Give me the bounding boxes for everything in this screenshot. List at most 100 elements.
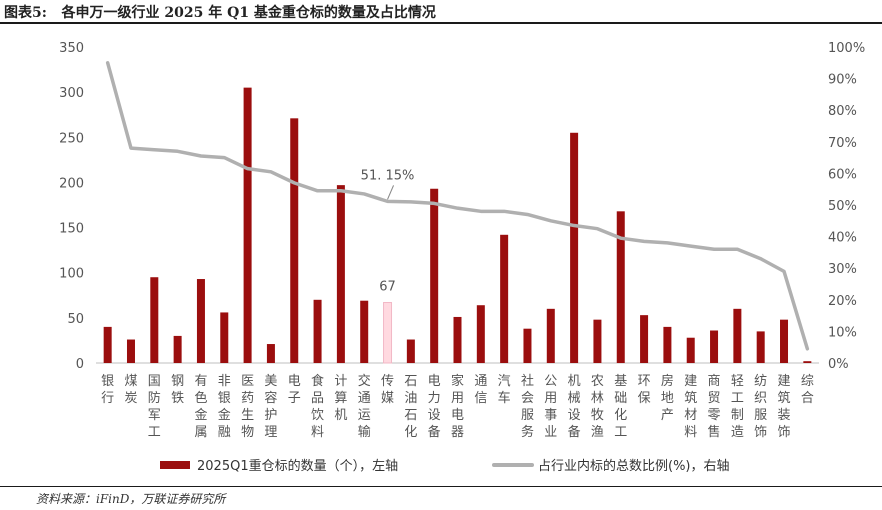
- bar: [220, 312, 229, 363]
- bar-data-label: 67: [379, 280, 396, 295]
- annotations: 67 51. 15%: [361, 168, 415, 294]
- bar: [430, 188, 439, 363]
- bar: [616, 211, 625, 363]
- bar: [173, 335, 182, 363]
- bar: [640, 315, 649, 363]
- category-label: 公用事业: [544, 374, 557, 440]
- category-label: 电力设备: [428, 374, 441, 440]
- bar: [243, 87, 252, 363]
- source-note: 资料来源：iFinD，万联证券研究所: [36, 492, 226, 506]
- page-title: 图表5: 各申万一级行业 2025 年 Q1 基金重仓标的数量及占比情况: [4, 5, 436, 21]
- bar: [383, 302, 393, 364]
- bar: [290, 118, 299, 363]
- category-label: 食品饮料: [311, 373, 324, 440]
- category-label: 有色金属: [194, 374, 207, 440]
- category-label: 通信: [474, 374, 487, 406]
- category-labels: 银行煤炭国防军工钢铁有色金属非银金融医药生物美容护理电子食品饮料计算机交通运输传…: [101, 373, 814, 440]
- left-tick-label: 0: [76, 357, 84, 372]
- footer-rule: [0, 486, 882, 487]
- left-axis-ticks: 0 50 100 150 200 250 300 350: [59, 41, 84, 372]
- right-tick-label: 30%: [828, 262, 857, 277]
- right-axis-ticks: 0% 10% 20% 30% 40% 50% 60% 70% 80% 90% 100%: [828, 41, 865, 372]
- chart-canvas: 0 50 100 150 200 250 300 350 0% 10% 20% 30% 40% 50% 6…: [59, 41, 865, 474]
- line-label-leader: [387, 185, 394, 200]
- legend-label-bars: 2025Q1重仓标的数量（个），左轴: [197, 458, 398, 474]
- bar: [360, 300, 369, 363]
- ratio-line-path: [105, 61, 810, 351]
- right-tick-label: 40%: [828, 231, 857, 246]
- category-label: 家用电器: [451, 373, 464, 440]
- legend-swatch-bars: [160, 461, 190, 469]
- category-label: 机械设备: [568, 374, 581, 440]
- category-label: 美容护理: [264, 374, 277, 440]
- title-rule: [0, 22, 882, 24]
- category-label: 社会服务: [521, 373, 534, 440]
- bar: [780, 319, 789, 363]
- category-label: 传媒: [381, 374, 394, 406]
- bar: [733, 308, 742, 363]
- right-tick-label: 100%: [828, 41, 865, 56]
- category-label: 环保: [638, 374, 651, 406]
- bar: [150, 277, 159, 363]
- category-label: 纺织服饰: [754, 374, 767, 440]
- bar: [336, 185, 345, 363]
- bars: [103, 87, 812, 364]
- category-label: 电子: [288, 374, 301, 406]
- category-label: 轻工制造: [731, 374, 744, 440]
- bar: [103, 326, 112, 363]
- ratio-line: [105, 61, 810, 351]
- category-label: 农林牧渔: [591, 374, 604, 440]
- right-tick-label: 90%: [828, 73, 857, 88]
- left-tick-label: 100: [59, 267, 84, 282]
- left-tick-label: 150: [59, 222, 84, 237]
- right-tick-label: 20%: [828, 294, 857, 309]
- line-data-label: 51. 15%: [361, 168, 415, 183]
- bar: [710, 330, 719, 363]
- category-label: 银行: [101, 374, 114, 406]
- category-label: 综合: [801, 374, 814, 406]
- legend-label-line: 占行业内标的总数比例(%)，右轴: [538, 458, 730, 474]
- category-label: 医药生物: [241, 374, 254, 440]
- bar: [593, 319, 602, 363]
- category-label: 非银金融: [218, 374, 231, 440]
- right-tick-label: 60%: [828, 167, 857, 182]
- right-tick-label: 70%: [828, 136, 857, 151]
- category-label: 国防军工: [148, 374, 161, 440]
- bar: [756, 331, 765, 363]
- right-tick-label: 50%: [828, 199, 857, 214]
- bar: [663, 326, 672, 363]
- bar: [686, 337, 695, 363]
- bar: [523, 328, 532, 363]
- legend: 2025Q1重仓标的数量（个），左轴 占行业内标的总数比例(%)，右轴: [160, 458, 730, 474]
- right-tick-label: 10%: [828, 325, 857, 340]
- bar: [266, 344, 275, 363]
- category-label: 石油石化: [404, 374, 417, 440]
- category-label: 建筑材料: [684, 374, 697, 440]
- bar: [570, 132, 579, 363]
- bar: [803, 361, 812, 363]
- category-label: 交通运输: [358, 373, 371, 440]
- category-label: 汽车: [498, 374, 511, 406]
- right-tick-label: 0%: [828, 357, 849, 372]
- left-tick-label: 300: [59, 86, 84, 101]
- bar: [313, 299, 322, 363]
- category-label: 基础化工: [614, 374, 627, 440]
- category-label: 商贸零售: [708, 374, 721, 440]
- bar: [126, 339, 135, 363]
- bar: [453, 316, 462, 363]
- bar: [476, 305, 485, 363]
- left-tick-label: 200: [59, 176, 84, 191]
- left-tick-label: 250: [59, 131, 84, 146]
- bar: [546, 308, 555, 363]
- category-label: 建筑装饰: [778, 374, 791, 440]
- bar: [196, 279, 205, 363]
- category-label: 钢铁: [171, 374, 184, 406]
- bar: [500, 234, 509, 363]
- left-tick-label: 350: [59, 41, 84, 56]
- left-tick-label: 50: [67, 312, 84, 327]
- bar: [406, 339, 415, 363]
- category-label: 房地产: [661, 373, 674, 423]
- category-label: 煤炭: [124, 374, 137, 406]
- right-tick-label: 80%: [828, 104, 857, 119]
- category-label: 计算机: [334, 374, 347, 423]
